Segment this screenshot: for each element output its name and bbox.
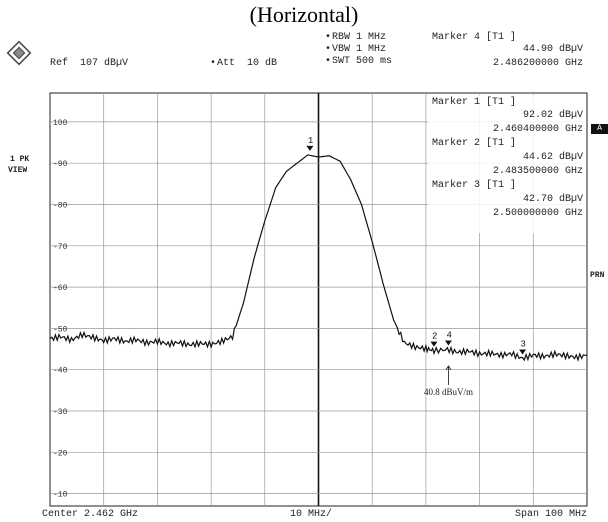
marker-readout-box [428, 95, 586, 233]
marker-3-level: 42.70 dBµV [522, 194, 583, 205]
marker-2-level: 44.62 dBµV [522, 152, 583, 163]
trace-line [49, 154, 587, 362]
y-tick-label: -10 [53, 491, 68, 500]
marker-1-glyph [306, 145, 314, 151]
attenuation: Att 10 dB [217, 58, 278, 69]
ref-level: Ref 107 dBµV [50, 58, 129, 69]
marker-3-title: Marker 3 [T1 ] [432, 180, 517, 191]
marker-2-label: 2 [432, 332, 437, 342]
annotation-arrowhead [445, 365, 452, 371]
y-tick-label: -30 [53, 408, 68, 417]
vbw-dot: • [325, 44, 332, 55]
marker-1-label: 1 [308, 136, 313, 146]
rbw-setting: RBW 1 MHz [332, 32, 387, 43]
y-tick-label: -60 [53, 284, 68, 293]
limit-annotation: 40.8 dBuV/m [424, 387, 474, 397]
swt-setting: SWT 500 ms [332, 56, 393, 67]
marker-4-label: 4 [446, 330, 451, 340]
division: 10 MHz/ [290, 509, 333, 520]
marker-3-label: 3 [521, 340, 526, 350]
marker-1-level: 92.02 dBµV [522, 110, 583, 121]
rs-logo-icon [6, 40, 32, 66]
marker-3-freq: 2.500000000 GHz [492, 208, 583, 219]
active-marker-freq: 2.486200000 GHz [492, 58, 583, 69]
marker-1-title: Marker 1 [T1 ] [432, 97, 517, 108]
marker-2-freq: 2.483500000 GHz [492, 166, 583, 177]
y-tick-label: 100 [53, 119, 68, 128]
trace-mode-2: VIEW [8, 166, 28, 175]
vbw-setting: VBW 1 MHz [332, 44, 387, 55]
prn-label: PRN [590, 271, 605, 280]
y-tick-label: -70 [53, 243, 68, 252]
marker-2-glyph [430, 341, 438, 347]
y-tick-label: -40 [53, 367, 68, 376]
active-marker-level: 44.90 dBµV [522, 44, 583, 55]
trace-mode-1: 1 PK [10, 155, 30, 164]
att-dot: • [210, 58, 217, 69]
active-marker-title: Marker 4 [T1 ] [432, 32, 517, 43]
marker-4-glyph [444, 340, 452, 346]
span: Span 100 MHz [514, 509, 587, 520]
swt-dot: • [325, 56, 332, 67]
y-tick-label: -50 [53, 325, 68, 334]
rbw-dot: • [325, 32, 332, 43]
center-frequency: Center 2.462 GHz [42, 509, 139, 520]
marker-1-freq: 2.460400000 GHz [492, 124, 583, 135]
marker-3-glyph [519, 349, 527, 355]
y-tick-label: -20 [53, 449, 68, 458]
trace-a-badge: A [591, 124, 608, 134]
page-title: (Horizontal) [249, 2, 359, 27]
y-tick-label: -80 [53, 202, 68, 211]
marker-2-title: Marker 2 [T1 ] [432, 138, 517, 149]
y-tick-label: -90 [53, 160, 68, 169]
